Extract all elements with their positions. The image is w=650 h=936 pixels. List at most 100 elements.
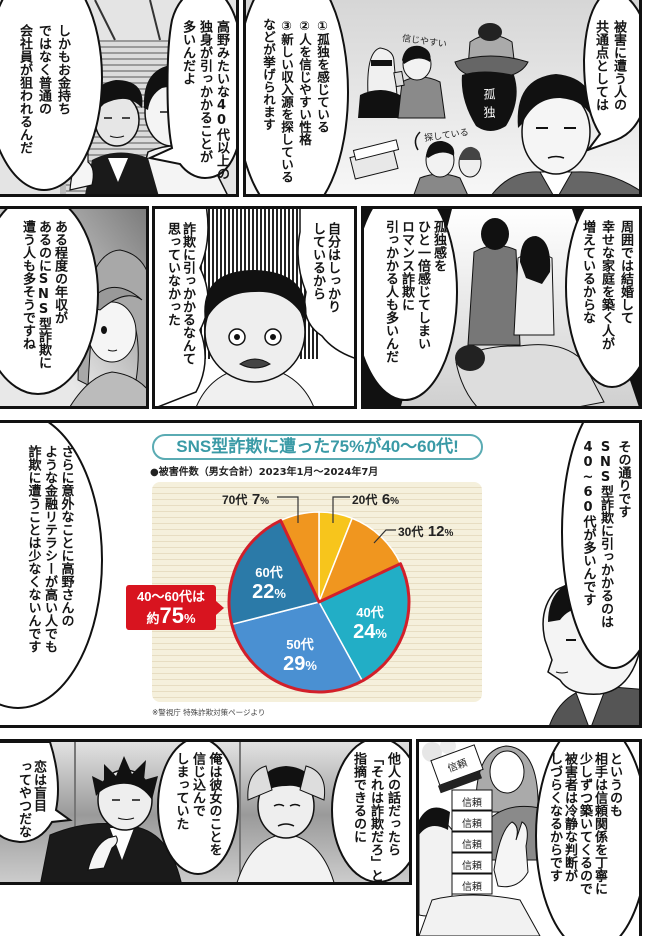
panel-row4-left	[0, 739, 412, 885]
panel-row3	[0, 420, 642, 728]
dialogue-line: 少しずつ築いてくるので	[577, 752, 592, 895]
dialogue-line: 俺は彼女のことを	[206, 752, 222, 856]
man-main-figure	[491, 74, 639, 194]
dialogue-row4-left-c: 他人の話だったら 「それは詐欺だろ」と 指摘できるのに	[350, 752, 401, 882]
speech-bubble	[535, 742, 639, 936]
dialogue-row3-left: さらに意外なことに高野さんの ような金融リテラシーが高い人でも 詐欺に遭うことは…	[24, 445, 74, 653]
speech-bubble	[331, 742, 409, 882]
card-label: 信頼	[462, 840, 482, 851]
dialogue-line: 周囲では結婚して	[618, 220, 633, 324]
man-shocked-figure	[196, 270, 314, 406]
dialogue-line: 恋は盲目	[31, 760, 46, 812]
dialogue-line: 信じ込んで	[190, 752, 205, 817]
panel-art	[0, 742, 409, 882]
dialogue-line: あるのにSNS型詐欺に	[36, 220, 51, 369]
dialogue-line: 多いんだよ	[180, 20, 195, 85]
thought-row2-middle-right: 自分はしっかり しているから	[310, 222, 340, 313]
narration-line: ②人を信じやすい性格	[297, 18, 312, 146]
dialogue-line: 孤独感を	[431, 220, 446, 272]
dialogue-row2-right-b: 周囲では結婚して 幸せな家庭を築く人が 増えているからな	[578, 220, 635, 350]
sketch-label-loneliness: 孤独	[482, 88, 496, 124]
couple-figure	[467, 218, 555, 346]
narration-line: ①孤独を感じている	[315, 18, 330, 133]
speech-bubble	[0, 423, 103, 709]
dialogue-line: 指摘できるのに	[351, 752, 366, 843]
two-men-sketch	[413, 131, 482, 194]
panel-row2-middle	[152, 206, 357, 409]
dialogue-line: 高野みたいな40代以上の	[214, 20, 229, 180]
speech-bubble	[0, 742, 73, 844]
narration-row1-right: ①孤独を感じている ②人を信じやすい性格 ③新しい収入源を探している などが挙げ…	[259, 18, 331, 183]
panel-row4-right	[416, 739, 642, 936]
dialogue-line: 会社員が狙われるんだ	[17, 24, 32, 154]
panel-art	[155, 209, 354, 406]
narration-line: ③新しい収入源を探している	[279, 18, 294, 183]
man-receiving-figure	[419, 807, 541, 936]
dialogue-row4-right: というのも 相手は信頼関係を丁寧に 少しずつ築いてくるので 被害者は冷静な判断が…	[547, 752, 622, 895]
dialogue-line: 被害者は冷静な判断が	[562, 752, 577, 882]
dialogue-line: 40~60代が多いんです	[580, 440, 596, 606]
dialogue-row1-left-a: 高野みたいな40代以上の 独身が引っかかることが 多いんだよ	[179, 20, 230, 180]
dialogue-line: ような金融リテラシーが高い人でも	[42, 445, 57, 653]
dialogue-line: 遭う人も多そうですね	[20, 220, 35, 350]
dialogue-line: 「それは詐欺だろ」と	[368, 752, 383, 882]
dialogue-line: ロマンス詐欺に	[399, 220, 414, 311]
panel-row2-right	[361, 206, 642, 409]
thought-line: しているから	[310, 222, 325, 300]
man-sketch	[393, 45, 446, 119]
speech-bubble	[565, 209, 639, 388]
dialogue-line: さらに意外なことに高野さんの	[58, 445, 74, 627]
woman-blindfold-sketch	[358, 47, 402, 118]
dialogue-row3-right: その通りです SNS型詐欺に引っかかるのは 40~60代が多いんです	[579, 440, 632, 628]
panel-art	[419, 742, 639, 936]
trust-card-stack	[451, 789, 493, 895]
thought-line: 詐欺に引っかかるなんて	[180, 222, 195, 365]
dialogue-line: しかもお金持ち	[55, 24, 70, 115]
dialogue-line: というのも	[607, 752, 622, 817]
speech-bubble	[0, 209, 99, 395]
dialogue-line: その通りです	[615, 440, 631, 518]
speech-bubble	[561, 423, 639, 669]
dialogue-row1-right: 被害に遭う人の 共通点としては	[591, 20, 627, 111]
dialogue-line: 詐欺に遭うことは少なくないんです	[25, 445, 41, 653]
speech-bubble	[582, 0, 639, 153]
dialogue-line: ではなく普通の	[36, 24, 51, 115]
hunched-figure-sketch	[454, 23, 529, 131]
cash-stack-sketch	[349, 139, 400, 180]
panel-art	[0, 209, 146, 406]
dialogue-line: 共通点としては	[593, 20, 608, 111]
panel-row2-left	[0, 206, 149, 409]
panel-art	[246, 0, 639, 194]
trust-card-tilted	[430, 744, 484, 794]
dialogue-line: 相手は信頼関係を丁寧に	[592, 752, 607, 895]
dialogue-row1-left-b: しかもお金持ち ではなく普通の 会社員が狙われるんだ	[15, 24, 72, 154]
narration-bubble	[246, 0, 349, 194]
dialogue-line: 幸せな家庭を築く人が	[599, 220, 614, 350]
dialogue-row4-left-a: 恋は盲目 ってやつだな	[16, 760, 46, 838]
dialogue-line: しまっていた	[173, 752, 189, 830]
panel-art	[0, 423, 639, 725]
speech-bubble	[146, 0, 236, 180]
narration-line: などが挙げられます	[261, 18, 276, 131]
card-label: 信頼	[462, 861, 482, 872]
kneeling-man-figure	[455, 344, 605, 406]
dialogue-row2-right-a: 孤独感を ひと一倍感じてしまい ロマンス詐欺に 引っかかる人も多いんだ	[382, 220, 446, 363]
thought-row2-middle-left: 詐欺に引っかかるなんて 思っていなかった	[165, 222, 195, 365]
speech-bubble	[364, 209, 458, 401]
card-label: 信頼	[462, 798, 482, 809]
card-label: 信頼	[462, 882, 482, 893]
dialogue-line: 被害に遭う人の	[611, 20, 626, 111]
dialogue-row4-left-b: 俺は彼女のことを 信じ込んで しまっていた	[172, 752, 222, 856]
dialogue-line: ひと一倍感じてしまい	[415, 220, 430, 350]
thought-cloud	[297, 209, 354, 359]
man-holding-head-figure	[236, 765, 335, 882]
dialogue-line: 他人の話だったら	[385, 752, 400, 856]
dialogue-line: SNS型詐欺に引っかかるのは	[598, 440, 613, 628]
panel-row1-right	[243, 0, 642, 197]
speech-bubble	[0, 0, 103, 191]
dialogue-line: しづらくなるからです	[547, 752, 562, 882]
panel-art	[364, 209, 639, 406]
dialogue-line: 独身が引っかかることが	[197, 20, 212, 163]
dialogue-line: 増えているからな	[580, 220, 595, 324]
